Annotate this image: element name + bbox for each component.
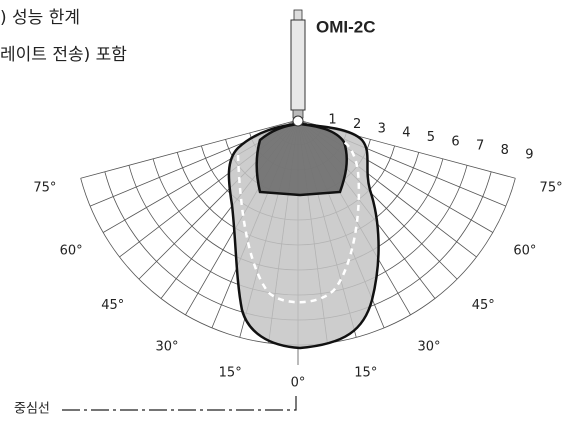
angle-label: 60° bbox=[513, 244, 536, 259]
angle-label: 15° bbox=[219, 366, 242, 381]
angle-label: 75° bbox=[540, 180, 563, 195]
radial-label: 4 bbox=[402, 126, 410, 141]
angle-label: 0° bbox=[291, 376, 306, 391]
angle-label: 15° bbox=[354, 366, 377, 381]
header-line: 레이트 전송) 포함 bbox=[0, 45, 127, 65]
radial-label: 6 bbox=[451, 134, 459, 149]
radial-label: 1 bbox=[328, 113, 336, 128]
spoke bbox=[80, 119, 299, 179]
header-line: ) 성능 한계 bbox=[0, 8, 80, 28]
radial-label: 3 bbox=[378, 121, 386, 136]
radial-label: 5 bbox=[427, 130, 435, 145]
angle-label: 75° bbox=[33, 180, 56, 195]
centerline-label: 중심선 bbox=[14, 402, 50, 417]
radial-label: 8 bbox=[501, 143, 509, 158]
radial-label: 9 bbox=[525, 147, 533, 162]
centerline-line bbox=[62, 396, 297, 411]
angle-label: 45° bbox=[101, 298, 124, 313]
probe-label: OMI-2C bbox=[316, 17, 376, 36]
angle-label: 45° bbox=[472, 298, 495, 313]
envelope-dashed bbox=[236, 140, 361, 304]
radial-label: 2 bbox=[353, 117, 361, 132]
angle-label: 30° bbox=[155, 339, 178, 354]
angle-label: 30° bbox=[417, 339, 440, 354]
envelope-inner bbox=[255, 122, 348, 197]
radial-label: 7 bbox=[476, 139, 484, 154]
angle-label: 60° bbox=[60, 244, 83, 259]
probe-drawing bbox=[290, 9, 306, 127]
